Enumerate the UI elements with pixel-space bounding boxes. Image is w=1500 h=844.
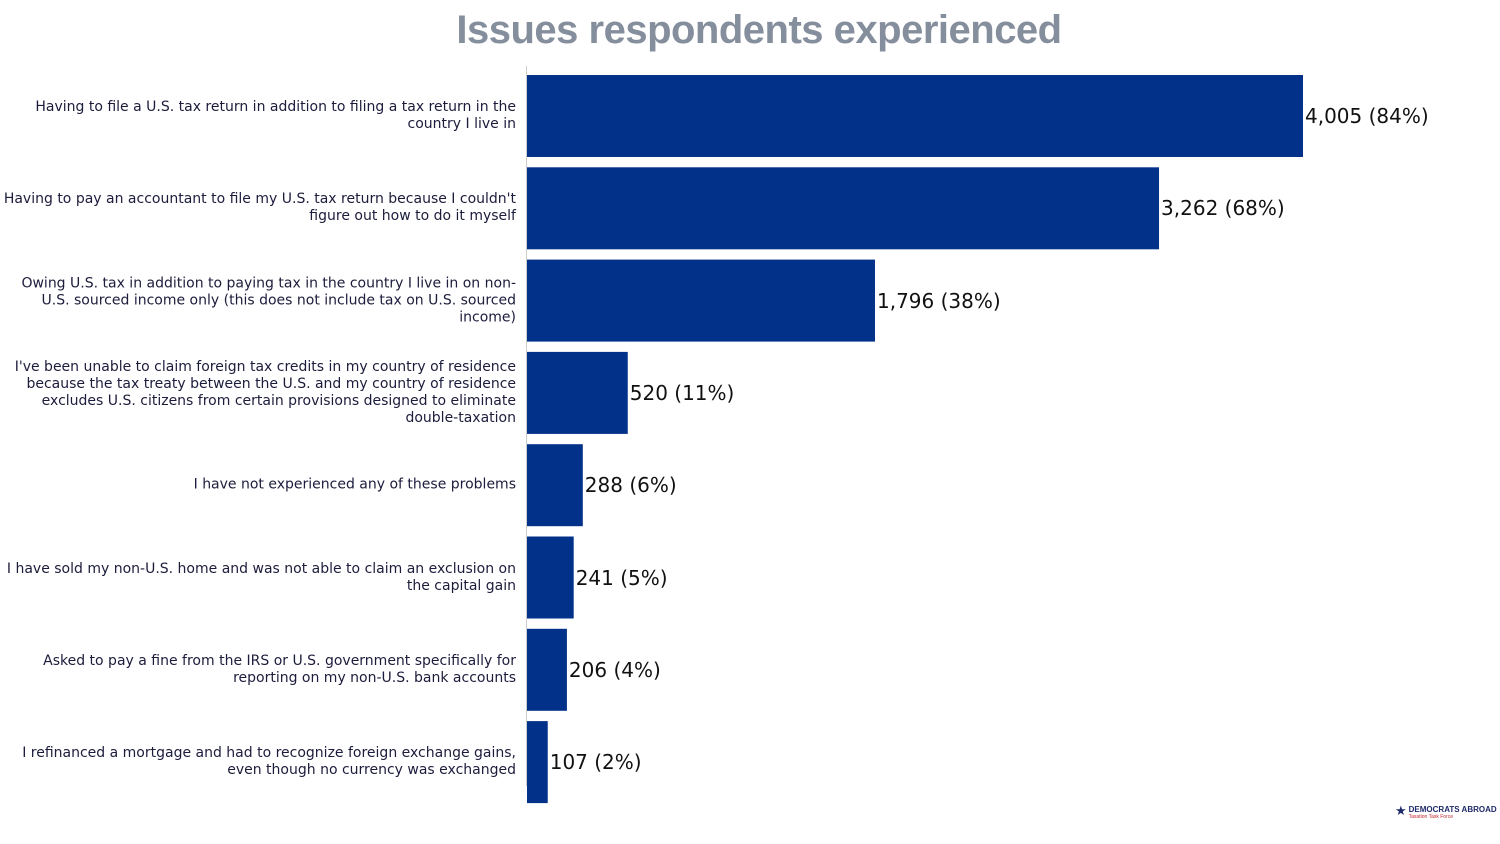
data-label-3: 1,796 (38%) [876,288,1001,313]
category-label-3: Owing U.S. tax in addition to paying tax… [21,275,516,326]
bar-2 [527,167,1160,250]
data-label-7: 206 (4%) [568,657,661,682]
category-label-8: I refinanced a mortgage and had to recog… [22,745,516,779]
bar-4 [527,351,628,434]
democrats-abroad-logo: ★ DEMOCRATS ABROAD Taxation Task Force [1395,805,1497,820]
bar-8 [527,721,548,804]
data-label-4: 520 (11%) [629,380,735,405]
category-label-7: Asked to pay a fine from the IRS or U.S.… [43,652,516,686]
logo-tagline: Taxation Task Force [1408,814,1454,820]
chart-title: Issues respondents experienced [456,8,1062,52]
category-label-5: I have not experienced any of these prob… [193,476,516,493]
data-label-6: 241 (5%) [575,565,668,590]
category-label-2: Having to pay an accountant to file my U… [3,191,516,225]
star-icon: ★ [1395,804,1407,819]
bar-3 [527,259,875,342]
bar-1 [527,75,1303,157]
data-label-5: 288 (6%) [584,473,677,498]
data-label-8: 107 (2%) [549,750,642,775]
bar-7 [527,628,567,711]
data-label-1: 4,005 (84%) [1305,104,1429,128]
bar-6 [527,536,574,619]
category-label-1: Having to file a U.S. tax return in addi… [35,99,516,132]
category-label-4: I've been unable to claim foreign tax cr… [14,358,516,426]
category-label-6: I have sold my non-U.S. home and was not… [6,560,516,594]
data-label-2: 3,262 (68%) [1161,196,1285,221]
logo-name: DEMOCRATS ABROAD [1408,805,1497,814]
bar-5 [527,444,583,527]
